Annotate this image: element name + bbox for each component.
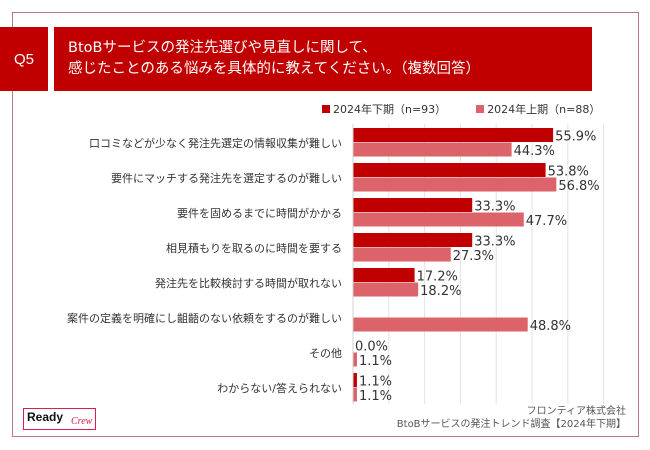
data-label-2024h2: 0.0% (355, 340, 388, 355)
legend-label-2024h1: 2024年上期（n=88） (487, 103, 601, 116)
category-label: 要件を固めるまでに時間がかかる (177, 207, 342, 220)
data-label-2024h2: 33.3% (474, 200, 515, 215)
bar-2024h1 (353, 352, 357, 367)
bar-2024h1 (353, 177, 557, 192)
legend-label-2024h2: 2024年下期（n=93） (333, 103, 447, 116)
data-label-2024h2: 17.2% (417, 270, 458, 285)
bar-2024h1 (353, 317, 528, 332)
bar-2024h2 (353, 268, 415, 282)
question-title-line-1: BtoBサービスの発注先選びや見直しに関して、 (68, 40, 377, 56)
bar-2024h1 (353, 142, 512, 157)
bar-2024h2 (353, 128, 554, 142)
logo-word-crew: Crew (71, 416, 93, 427)
data-label-2024h1: 47.7% (526, 214, 567, 229)
data-label-2024h1: 1.1% (359, 354, 392, 369)
logo-word-ready: Ready (27, 410, 64, 424)
question-number: Q5 (13, 50, 34, 68)
chart-legend: 2024年下期（n=93） 2024年上期（n=88） (322, 101, 600, 117)
question-title-line-2: 感じたことのある悩みを具体的に教えてください。（複数回答） (68, 61, 480, 77)
data-label-2024h1: 44.3% (514, 144, 555, 159)
data-label-2024h1: 48.8% (530, 319, 571, 334)
category-label: 口コミなどが少なく発注先選定の情報収集が難しい (89, 137, 342, 150)
data-label-2024h2: 55.9% (555, 130, 596, 145)
data-label-2024h1: 56.8% (558, 179, 599, 194)
bar-2024h2 (353, 163, 546, 177)
bar-2024h2 (353, 233, 473, 247)
category-label: 要件にマッチする発注先を選定するのが難しい (111, 172, 342, 185)
bar-2024h1 (353, 212, 524, 227)
data-label-2024h2: 1.1% (359, 375, 392, 390)
bar-2024h1 (353, 387, 357, 402)
data-label-2024h1: 1.1% (359, 389, 392, 404)
legend-item-2024h2: 2024年下期（n=93） (322, 101, 446, 117)
bar-2024h2 (353, 373, 357, 387)
data-label-2024h2: 33.3% (474, 235, 515, 250)
bar-2024h1 (353, 282, 419, 297)
legend-swatch-2024h1 (476, 105, 485, 113)
category-label: その他 (309, 347, 342, 360)
legend-item-2024h1: 2024年上期（n=88） (476, 101, 600, 117)
category-label: 発注先を比較検討する時間が取れない (155, 277, 342, 290)
bar-2024h2 (353, 198, 473, 212)
question-badge: Q5 (0, 27, 48, 91)
slide-frame (12, 12, 639, 437)
data-label-2024h1: 27.3% (453, 249, 494, 264)
bar-2024h1 (353, 247, 451, 262)
legend-swatch-2024h2 (322, 105, 330, 113)
data-label-2024h2: 53.8% (548, 165, 589, 180)
footer-company: フロンティア株式会社 (526, 406, 626, 417)
readycrew-logo: Ready Crew (23, 408, 96, 430)
category-label: 案件の定義を明確にし齟齬のない依頼をするのが難しい (67, 312, 342, 325)
category-label: 相見積もりを取るのに時間を要する (166, 242, 342, 255)
data-label-2024h1: 18.2% (420, 284, 461, 299)
footer-survey: BtoBサービスの発注トレンド調査【2024年下期】 (396, 419, 626, 430)
question-title-box: BtoBサービスの発注先選びや見直しに関して、 感じたことのある悩みを具体的に教… (54, 27, 592, 91)
category-label: わからない/答えられない (217, 382, 342, 395)
